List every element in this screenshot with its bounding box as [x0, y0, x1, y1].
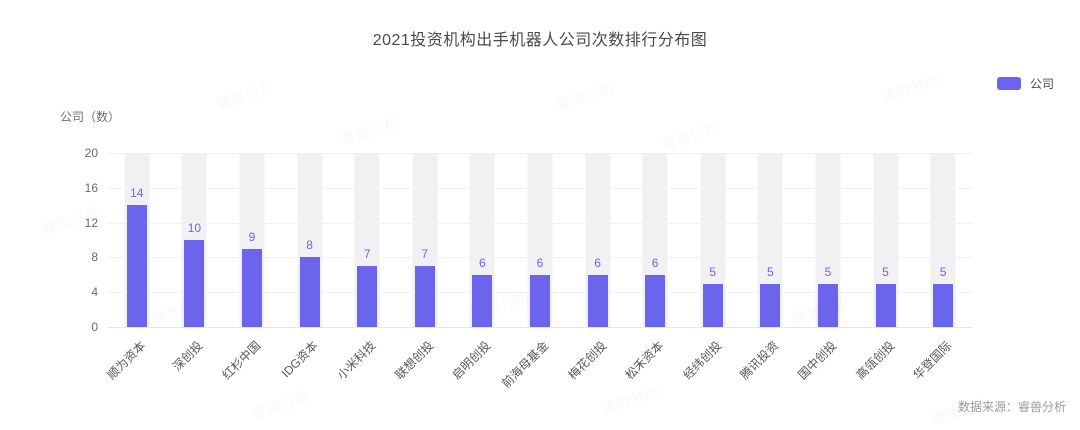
value-label: 7: [363, 247, 371, 262]
x-axis-label: 腾讯投资: [737, 338, 782, 383]
bar-slot: 5 华登国际: [911, 153, 972, 382]
bar-slot: 5 国中创投: [795, 153, 857, 382]
bar-slots: 14 顺为资本 10 深创投 9 红杉中国 8 IDG资本 7 小米科技 7 联想创投 6 启明创投 6 前海…: [104, 153, 972, 391]
value-label: 6: [479, 255, 486, 270]
value-label: 14: [130, 186, 144, 201]
bar-slot: 6 松禾资本: [623, 153, 684, 382]
brand-watermark: 睿兽分析: [339, 114, 402, 149]
bar-slot: 5 高瓴创投: [853, 153, 915, 382]
y-tick-label: 8: [91, 250, 98, 265]
bar[interactable]: [933, 283, 954, 327]
brand-watermark: 睿兽分析: [599, 384, 662, 419]
bar-slot: 10 深创投: [166, 153, 224, 374]
bar[interactable]: [645, 274, 666, 327]
x-axis-label: 经纬创投: [680, 338, 725, 383]
x-axis-label: 松禾资本: [622, 338, 667, 383]
y-tick-label: 0: [91, 320, 98, 334]
x-axis-label: 深创投: [170, 338, 206, 374]
value-label: 10: [187, 221, 202, 235]
value-label: 5: [882, 264, 889, 279]
x-axis-label: 国中创投: [795, 338, 840, 383]
bar[interactable]: [760, 283, 781, 327]
chart-title: 2021投资机构出手机器人公司次数排行分布图: [372, 32, 708, 49]
bar[interactable]: [241, 248, 262, 327]
x-axis-label: IDG资本: [278, 338, 321, 381]
y-tick-label: 4: [91, 285, 98, 300]
y-tick-label: 12: [84, 215, 98, 230]
value-label: 5: [709, 264, 717, 279]
value-label: 6: [651, 255, 659, 270]
bar-slot: 6 前海母基金: [499, 153, 569, 391]
bar[interactable]: [817, 283, 838, 327]
bar[interactable]: [875, 283, 896, 327]
bar[interactable]: [357, 266, 378, 327]
legend-item-company[interactable]: 公司: [996, 75, 1054, 92]
bar-slot: 6 梅花创投: [565, 153, 627, 382]
brand-watermark: 睿兽分析: [249, 389, 312, 424]
bar-slot: 5 经纬创投: [680, 153, 742, 382]
bar-slot: 9 红杉中国: [219, 153, 281, 382]
value-label: 7: [421, 247, 429, 262]
bar-slot: 5 腾讯投资: [738, 153, 800, 382]
bar[interactable]: [184, 240, 205, 327]
y-axis-title: 公司（数）: [60, 110, 121, 124]
value-label: 5: [824, 264, 832, 279]
brand-watermark: 睿兽分析: [879, 72, 942, 107]
x-axis-label: 小米科技: [334, 338, 379, 383]
brand-watermark: 睿兽分析: [554, 79, 617, 114]
plot-area: 14 顺为资本 10 深创投 9 红杉中国 8 IDG资本 7 小米科技 7 联想创投 6 启明创投 6 前海…: [104, 153, 972, 391]
bar-slot: 6 启明创投: [450, 153, 512, 382]
x-axis-label: 红杉中国: [219, 338, 264, 383]
bar[interactable]: [126, 205, 147, 327]
legend-label: 公司: [1029, 77, 1054, 91]
value-label: 5: [766, 264, 774, 279]
y-tick-label: 20: [84, 146, 98, 160]
bar-slot: 7 联想创投: [392, 153, 454, 382]
x-axis-label: 启明创投: [449, 338, 494, 383]
legend-color-marker: [996, 77, 1021, 90]
value-label: 9: [248, 229, 256, 244]
brand-watermark: 睿兽分析: [214, 79, 277, 114]
bar[interactable]: [702, 283, 723, 327]
value-label: 8: [306, 238, 313, 253]
bar[interactable]: [299, 257, 320, 327]
bar-slot: 14 顺为资本: [104, 153, 166, 382]
bar[interactable]: [414, 266, 435, 327]
x-axis-label: 高瓴创投: [852, 338, 897, 383]
data-source-note: 数据来源：睿兽分析: [957, 400, 1066, 414]
brand-watermark: 睿兽分析: [659, 119, 722, 154]
y-axis-tick-labels: 0 4 8 12 16 20: [0, 146, 98, 334]
x-axis-label: 梅花创投: [565, 338, 609, 383]
value-label: 6: [536, 255, 544, 270]
value-label: 5: [939, 264, 947, 279]
value-label: 6: [594, 255, 601, 270]
legend: 公司: [996, 75, 1054, 92]
x-axis-label: 联想创投: [392, 338, 437, 383]
bar[interactable]: [472, 274, 493, 327]
x-axis-label: 顺为资本: [104, 338, 149, 383]
bar-slot: 8 IDG资本: [279, 153, 339, 380]
bar-slot: 7 小米科技: [335, 153, 396, 382]
bar[interactable]: [587, 274, 608, 327]
bar[interactable]: [529, 274, 550, 327]
x-axis-label: 华登国际: [910, 338, 955, 383]
y-tick-label: 16: [84, 180, 98, 195]
x-axis-label: 前海母基金: [498, 338, 552, 391]
